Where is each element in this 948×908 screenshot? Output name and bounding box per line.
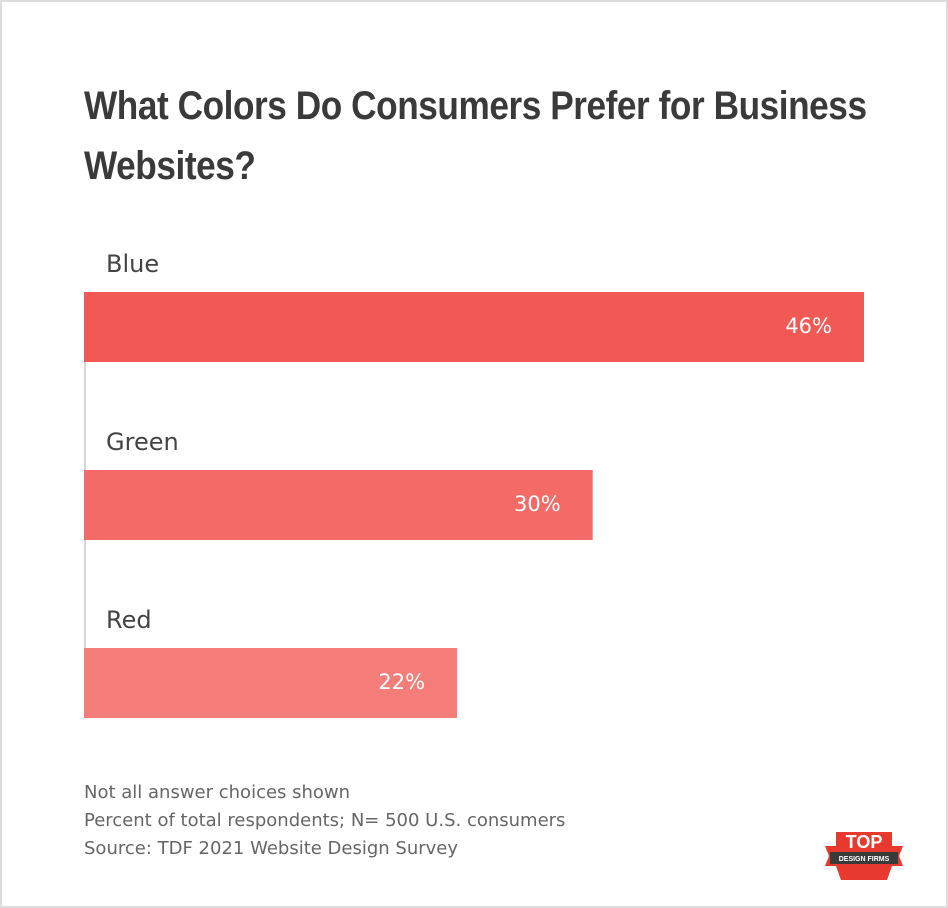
logo-ribbon [830, 852, 898, 864]
chart-title: What Colors Do Consumers Prefer for Busi… [84, 84, 867, 188]
bar [84, 292, 864, 362]
note: Percent of total respondents; N= 500 U.S… [84, 810, 565, 831]
note: Not all answer choices shown [84, 782, 350, 803]
bar [84, 470, 593, 540]
category-label: Green [106, 428, 179, 456]
value-label: 30% [514, 492, 561, 516]
note: Source: TDF 2021 Website Design Survey [84, 838, 458, 859]
category-label: Red [106, 606, 152, 634]
value-label: 46% [785, 314, 832, 338]
logo-title: TOP [846, 832, 883, 852]
logo-subtitle: DESIGN FIRMS [839, 856, 890, 863]
category-label: Blue [106, 250, 159, 278]
logo: TOP DESIGN FIRMS [825, 832, 903, 880]
bar [84, 648, 458, 718]
value-label: 22% [378, 670, 425, 694]
